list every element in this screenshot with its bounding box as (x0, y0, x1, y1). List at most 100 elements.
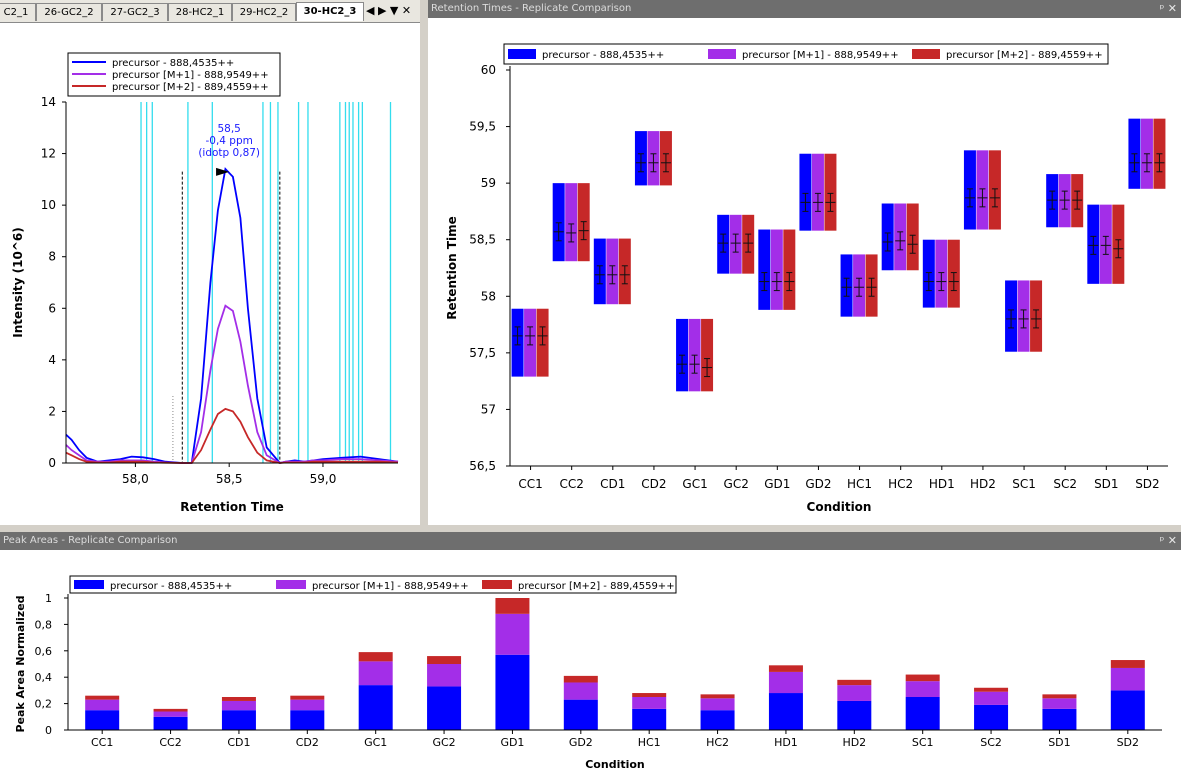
x-tick-label: GC1 (682, 477, 707, 491)
peak-area-bar (837, 685, 872, 701)
legend-swatch (74, 580, 104, 589)
legend-label: precursor - 888,4535++ (112, 58, 234, 69)
rt-range-box (811, 153, 824, 231)
x-tick-label: GD2 (805, 477, 831, 491)
x-tick-label: HD2 (842, 736, 866, 749)
x-tick-label: GD1 (500, 736, 524, 749)
tab-2[interactable]: 27-GC2_3 (102, 3, 168, 21)
peak-area-bar (1110, 667, 1145, 691)
x-tick-label: HD1 (774, 736, 798, 749)
rt-range-box (565, 183, 578, 262)
peak-area-bar (221, 700, 256, 711)
x-tick-label: CC1 (91, 736, 113, 749)
legend-label: precursor [M+1] - 888,9549++ (312, 581, 469, 592)
peak-area-bar (700, 698, 735, 711)
peak-area-bar (700, 694, 735, 699)
peak-annotation: 58,5 (217, 123, 240, 135)
x-tick-label: SC2 (1053, 477, 1077, 491)
peak-pointer-icon (216, 167, 230, 176)
pa-title-bar: Peak Areas - Replicate Comparison ᵖ ✕ (0, 532, 1181, 550)
y-tick-label: 10 (41, 198, 56, 212)
peak-area-bar (837, 679, 872, 686)
x-tick-label: SC2 (980, 736, 1002, 749)
y-tick-label: 6 (48, 301, 56, 315)
peak-area-bar (563, 675, 598, 683)
peak-annotation: -0,4 ppm (205, 135, 252, 147)
y-tick-label: 0,2 (35, 698, 53, 711)
y-tick-label: 60 (481, 63, 496, 77)
chromatogram-pane: C2_1 26-GC2_2 27-GC2_3 28-HC2_1 29-HC2_2… (0, 0, 420, 525)
x-tick-label: SC1 (1012, 477, 1036, 491)
y-axis-title: Peak Area Normalized (14, 595, 27, 732)
x-tick-label: SC1 (912, 736, 934, 749)
peak-area-bar (768, 693, 803, 730)
peak-area-bar (905, 697, 940, 730)
pa-pin-close-icon[interactable]: ᵖ ✕ (1159, 534, 1177, 547)
rt-range-box (758, 229, 771, 310)
tab-4[interactable]: 29-HC2_2 (232, 3, 296, 21)
rt-pin-close-icon[interactable]: ᵖ ✕ (1159, 2, 1177, 15)
legend-swatch (482, 580, 512, 589)
tab-0[interactable]: C2_1 (0, 3, 36, 21)
peak-area-bar (974, 687, 1009, 692)
pa-legend: precursor - 888,4535++ precursor [M+1] - … (69, 575, 677, 594)
tab-3[interactable]: 28-HC2_1 (168, 3, 232, 21)
y-tick-label: 2 (48, 404, 56, 418)
peak-area-bar (85, 710, 120, 730)
chromatogram-series-line (65, 407, 399, 464)
x-tick-label: HC1 (638, 736, 661, 749)
peak-area-bar (768, 671, 803, 694)
peak-area-bar (290, 699, 325, 711)
rt-legend: precursor - 888,4535++ precursor [M+1] - … (503, 43, 1109, 65)
peak-area-bar (974, 704, 1009, 730)
x-tick-label: HC2 (888, 477, 913, 491)
x-tick-label: SD1 (1094, 477, 1119, 491)
tab-active[interactable]: 30-HC2_3 (296, 2, 364, 21)
peak-area-bar (905, 681, 940, 697)
legend-label: precursor [M+1] - 888,9549++ (112, 70, 269, 81)
x-tick-label: GD2 (569, 736, 593, 749)
legend-box (69, 575, 677, 594)
peak-area-bar (153, 711, 188, 717)
peak-area-bar (700, 710, 735, 730)
y-tick-label: 59 (481, 176, 496, 190)
x-tick-label: CC2 (159, 736, 181, 749)
x-tick-label: CD1 (600, 477, 625, 491)
peak-area-bar (632, 697, 667, 709)
legend-swatch (276, 580, 306, 589)
y-tick-label: 12 (41, 147, 56, 161)
rt-range-box (783, 229, 796, 310)
rt-range-box (824, 153, 837, 231)
x-tick-label: CD2 (641, 477, 666, 491)
tab-1[interactable]: 26-GC2_2 (36, 3, 102, 21)
y-tick-label: 58,5 (469, 233, 496, 247)
rt-range-box (770, 229, 783, 310)
x-tick-label: HD2 (970, 477, 996, 491)
peak-area-pane: Peak Areas - Replicate Comparison ᵖ ✕ CC… (0, 532, 1181, 781)
peak-area-bar (1110, 660, 1145, 668)
x-axis-title: Retention Time (180, 500, 284, 514)
peak-area-bar (1042, 694, 1077, 699)
x-tick-label: GC2 (432, 736, 455, 749)
tab-controls[interactable]: ◀ ▶ ▼ ✕ (366, 4, 412, 17)
x-tick-label: GD1 (764, 477, 790, 491)
peak-area-bar (85, 695, 120, 700)
x-tick-label: SD2 (1135, 477, 1160, 491)
peak-area-bar (290, 710, 325, 730)
rt-title-bar: Retention Times - Replicate Comparison ᵖ… (428, 0, 1181, 18)
peak-area-bar (632, 708, 667, 730)
legend-label: precursor - 888,4535++ (542, 50, 664, 61)
rt-range-box (552, 183, 565, 262)
y-axis-title: Intensity (10^6) (11, 227, 25, 338)
legend-swatch (708, 49, 736, 59)
peak-area-bar (358, 652, 393, 662)
peak-area-bar (153, 708, 188, 712)
legend-label: precursor [M+1] - 888,9549++ (742, 50, 899, 61)
peak-area-bar (1042, 698, 1077, 709)
x-tick-label: 58,5 (216, 472, 243, 486)
chromatogram-chart: 0 2 4 6 8 10 12 14 58,0 58,5 59,0 Retention Time Int… (11, 52, 399, 514)
peak-area-bar (905, 674, 940, 682)
y-axis-title: Retention Time (445, 216, 459, 320)
peak-area-bar (768, 665, 803, 672)
peak-area-bar (358, 661, 393, 686)
